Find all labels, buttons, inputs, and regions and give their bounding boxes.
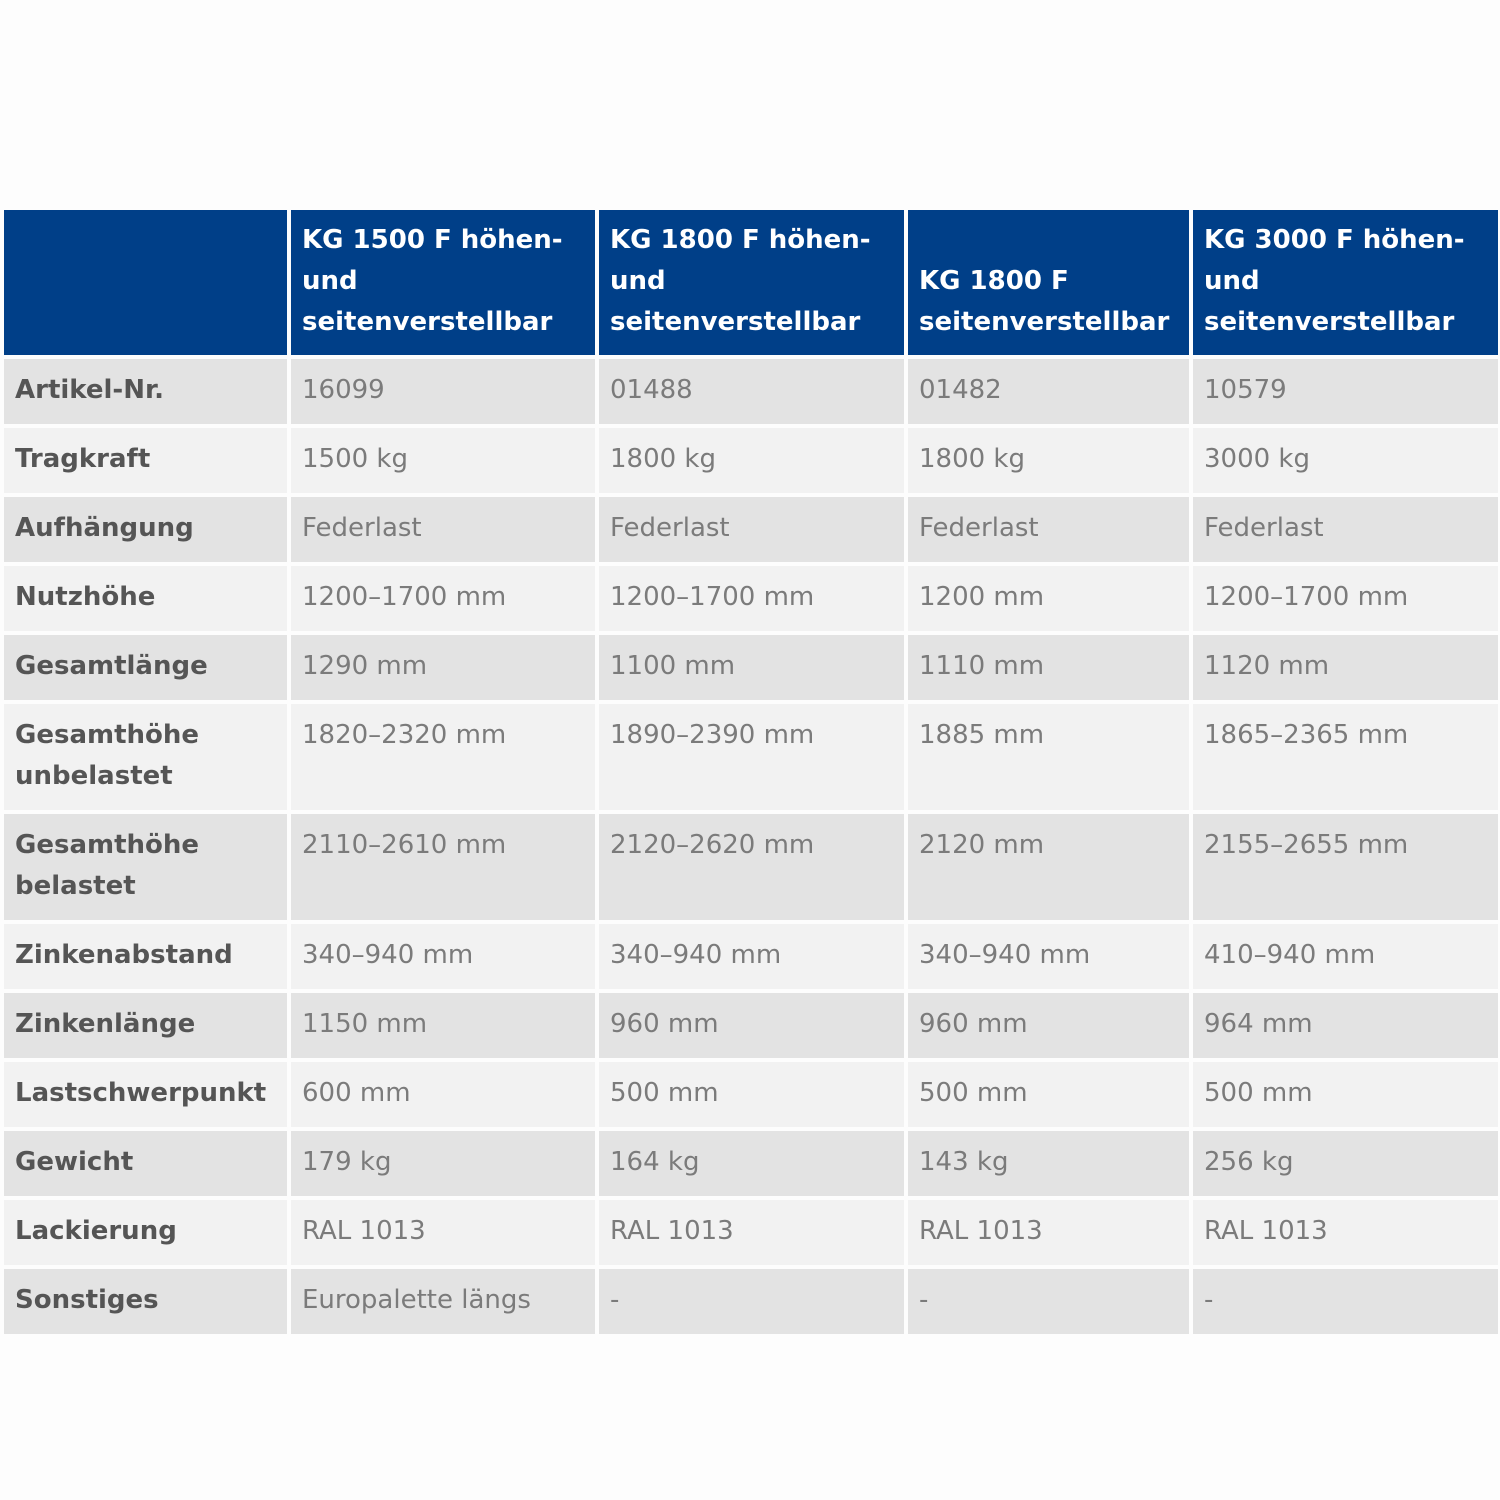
table-row: Gesamthöhe unbelastet 1820–2320 mm 1890–… — [4, 704, 1498, 810]
table-cell: 2120 mm — [908, 814, 1189, 920]
table-cell: 1120 mm — [1193, 635, 1498, 700]
table-row: Aufhängung Federlast Federlast Federlast… — [4, 497, 1498, 562]
table-cell: 960 mm — [599, 993, 904, 1058]
table-cell: Europalette längs — [291, 1269, 595, 1334]
table-row: Gewicht 179 kg 164 kg 143 kg 256 kg — [4, 1131, 1498, 1196]
header-row: KG 1500 F höhen- und seitenverstellbar K… — [4, 210, 1498, 355]
table-cell: 16099 — [291, 359, 595, 424]
table-cell: 500 mm — [1193, 1062, 1498, 1127]
table-row: Sonstiges Europalette längs - - - — [4, 1269, 1498, 1334]
row-label: Nutzhöhe — [4, 566, 287, 631]
table-row: Nutzhöhe 1200–1700 mm 1200–1700 mm 1200 … — [4, 566, 1498, 631]
table-cell: 960 mm — [908, 993, 1189, 1058]
row-label: Artikel-Nr. — [4, 359, 287, 424]
table-row: Zinkenabstand 340–940 mm 340–940 mm 340–… — [4, 924, 1498, 989]
table-row: Artikel-Nr. 16099 01488 01482 10579 — [4, 359, 1498, 424]
table-cell: Federlast — [1193, 497, 1498, 562]
table-cell: 2110–2610 mm — [291, 814, 595, 920]
table-row: Lastschwerpunkt 600 mm 500 mm 500 mm 500… — [4, 1062, 1498, 1127]
table-cell: 1800 kg — [908, 428, 1189, 493]
table-cell: 1110 mm — [908, 635, 1189, 700]
table-cell: 1865–2365 mm — [1193, 704, 1498, 810]
table-cell: 256 kg — [1193, 1131, 1498, 1196]
table-cell: 1820–2320 mm — [291, 704, 595, 810]
header-cell-empty — [4, 210, 287, 355]
table-cell: 500 mm — [599, 1062, 904, 1127]
table-cell: RAL 1013 — [599, 1200, 904, 1265]
table-cell: 01488 — [599, 359, 904, 424]
table-row: Zinkenlänge 1150 mm 960 mm 960 mm 964 mm — [4, 993, 1498, 1058]
table-cell: 2120–2620 mm — [599, 814, 904, 920]
table-row: Gesamtlänge 1290 mm 1100 mm 1110 mm 1120… — [4, 635, 1498, 700]
row-label: Lackierung — [4, 1200, 287, 1265]
row-label: Gesamtlänge — [4, 635, 287, 700]
table-cell: RAL 1013 — [908, 1200, 1189, 1265]
table-cell: 1200–1700 mm — [599, 566, 904, 631]
header-kg-1800-f-hoehen: KG 1800 F höhen- und seitenverstellbar — [599, 210, 904, 355]
table-cell: 164 kg — [599, 1131, 904, 1196]
table-cell: 179 kg — [291, 1131, 595, 1196]
spec-table: KG 1500 F höhen- und seitenverstellbar K… — [0, 206, 1500, 1338]
row-label: Zinkenabstand — [4, 924, 287, 989]
table-cell: 410–940 mm — [1193, 924, 1498, 989]
table-cell: - — [1193, 1269, 1498, 1334]
table-cell: 340–940 mm — [908, 924, 1189, 989]
table-cell: 1200–1700 mm — [291, 566, 595, 631]
table-cell: 1800 kg — [599, 428, 904, 493]
table-cell: 964 mm — [1193, 993, 1498, 1058]
row-label: Gesamthöhe belastet — [4, 814, 287, 920]
table-cell: 1290 mm — [291, 635, 595, 700]
table-cell: 1885 mm — [908, 704, 1189, 810]
table-cell: 1500 kg — [291, 428, 595, 493]
table-cell: RAL 1013 — [1193, 1200, 1498, 1265]
row-label: Lastschwerpunkt — [4, 1062, 287, 1127]
table-cell: 600 mm — [291, 1062, 595, 1127]
table-cell: - — [908, 1269, 1189, 1334]
row-label: Gesamthöhe unbelastet — [4, 704, 287, 810]
table-cell: 340–940 mm — [291, 924, 595, 989]
row-label: Sonstiges — [4, 1269, 287, 1334]
table-cell: Federlast — [599, 497, 904, 562]
header-kg-3000-f: KG 3000 F höhen- und seitenverstellbar — [1193, 210, 1498, 355]
table-cell: 1200–1700 mm — [1193, 566, 1498, 631]
table-row: Gesamthöhe belastet 2110–2610 mm 2120–26… — [4, 814, 1498, 920]
table-cell: 340–940 mm — [599, 924, 904, 989]
table-cell: Federlast — [291, 497, 595, 562]
table-row: Lackierung RAL 1013 RAL 1013 RAL 1013 RA… — [4, 1200, 1498, 1265]
table-cell: - — [599, 1269, 904, 1334]
table-cell: 1890–2390 mm — [599, 704, 904, 810]
table-cell: 3000 kg — [1193, 428, 1498, 493]
table-cell: 1150 mm — [291, 993, 595, 1058]
table-cell: 1200 mm — [908, 566, 1189, 631]
table-cell: 1100 mm — [599, 635, 904, 700]
row-label: Aufhängung — [4, 497, 287, 562]
header-kg-1800-f-seiten: KG 1800 F seitenverstellbar — [908, 210, 1189, 355]
table-cell: 143 kg — [908, 1131, 1189, 1196]
table-cell: Federlast — [908, 497, 1189, 562]
row-label: Zinkenlänge — [4, 993, 287, 1058]
header-kg-1500-f: KG 1500 F höhen- und seitenverstellbar — [291, 210, 595, 355]
table-row: Tragkraft 1500 kg 1800 kg 1800 kg 3000 k… — [4, 428, 1498, 493]
row-label: Gewicht — [4, 1131, 287, 1196]
table-cell: 500 mm — [908, 1062, 1189, 1127]
table-cell: RAL 1013 — [291, 1200, 595, 1265]
table-cell: 10579 — [1193, 359, 1498, 424]
table-cell: 2155–2655 mm — [1193, 814, 1498, 920]
table-cell: 01482 — [908, 359, 1189, 424]
row-label: Tragkraft — [4, 428, 287, 493]
